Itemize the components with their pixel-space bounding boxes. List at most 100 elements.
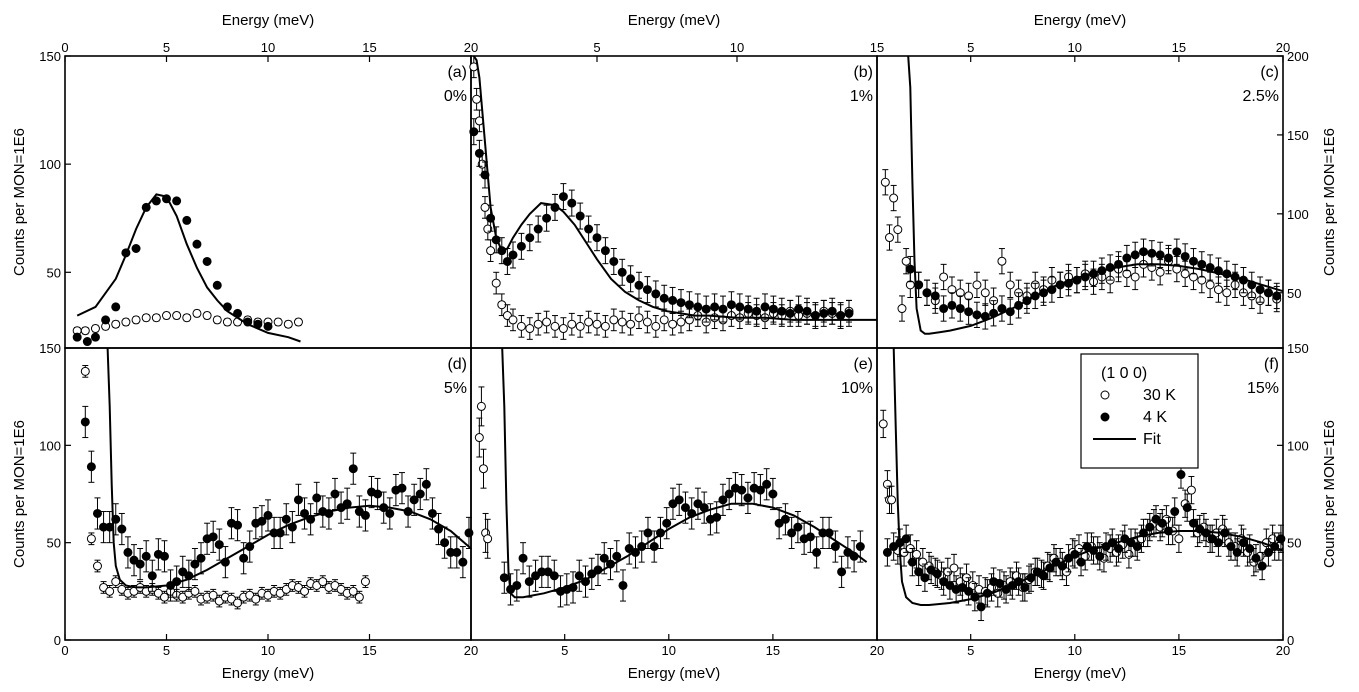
data-point-4k — [1163, 253, 1173, 263]
data-point-4k — [780, 514, 790, 524]
data-point-4k — [123, 547, 133, 557]
y-tick-label: 50 — [1287, 536, 1301, 551]
data-point-30k — [878, 419, 888, 429]
x-tick-label: 0 — [61, 40, 68, 55]
data-point-4k — [1095, 551, 1105, 561]
data-point-4k — [549, 571, 559, 581]
y-tick-label: 0 — [1287, 633, 1294, 648]
legend-label: 30 K — [1143, 387, 1176, 404]
data-point-4k — [1255, 285, 1265, 295]
x-tick-label: 10 — [1068, 40, 1082, 55]
fit-line — [472, 55, 877, 321]
data-point-4k — [499, 573, 509, 583]
data-point-4k — [812, 547, 822, 557]
data-point-30k — [980, 288, 990, 298]
data-point-30k — [190, 586, 200, 596]
data-point-4k — [844, 308, 854, 318]
data-point-4k — [907, 557, 917, 567]
doping-label: 15% — [1247, 380, 1279, 397]
y-tick-label: 50 — [1287, 286, 1301, 301]
data-point-4k — [643, 528, 653, 538]
data-point-30k — [90, 324, 100, 334]
x-tick-label: 10 — [261, 40, 275, 55]
x-tick-label: 15 — [766, 643, 780, 658]
data-point-30k — [491, 278, 501, 288]
data-point-30k — [212, 315, 222, 325]
data-point-4k — [373, 489, 383, 499]
data-point-30k — [880, 177, 890, 187]
x-tick-label: 5 — [967, 40, 974, 55]
data-point-4k — [914, 567, 924, 577]
panel-d: 0 5 10 15 20 150 100 50 0 Energy (meV) Counts per … — [11, 341, 478, 682]
data-point-30k — [483, 534, 493, 544]
data-point-4k — [542, 213, 552, 223]
x-tick-label: 20 — [464, 40, 478, 55]
data-point-4k — [452, 547, 462, 557]
x-tick-label: 5 — [163, 643, 170, 658]
panel-b: 5 10 15 Energy (meV) (b) 1% — [469, 12, 884, 349]
data-point-4k — [618, 580, 628, 590]
data-point-4k — [263, 321, 273, 331]
data-point-4k — [599, 553, 609, 563]
data-point-4k — [1180, 251, 1190, 261]
data-point-4k — [830, 542, 840, 552]
data-point-4k — [293, 495, 303, 505]
data-point-4k — [86, 462, 96, 472]
fit-line — [907, 55, 1284, 335]
data-point-30k — [1213, 285, 1223, 295]
data-point-4k — [1132, 542, 1142, 552]
data-point-30k — [182, 313, 192, 323]
data-point-4k — [718, 495, 728, 505]
data-point-4k — [575, 211, 585, 221]
data-point-4k — [415, 489, 425, 499]
x-tick-label: 15 — [362, 40, 376, 55]
y-axis-label: Counts per MON=1E6 — [11, 128, 28, 276]
data-point-4k — [684, 300, 694, 310]
data-point-4k — [512, 580, 522, 590]
fit-line — [501, 347, 868, 599]
data-point-4k — [214, 540, 224, 550]
panel-a: 0 5 10 15 20 150 100 50 Energy (meV) Counts per M… — [11, 12, 478, 349]
data-point-4k — [427, 508, 437, 518]
data-point-4k — [693, 302, 703, 312]
data-point-4k — [995, 579, 1005, 589]
data-point-30k — [508, 315, 518, 325]
data-point-4k — [360, 510, 370, 520]
data-point-4k — [202, 256, 212, 266]
data-point-30k — [222, 317, 232, 327]
data-point-4k — [718, 304, 728, 314]
y-tick-label: 150 — [39, 49, 61, 64]
data-point-4k — [920, 573, 930, 583]
data-point-4k — [1139, 247, 1149, 257]
data-point-30k — [939, 272, 949, 282]
x-tick-label: 10 — [730, 40, 744, 55]
data-point-4k — [533, 224, 543, 234]
data-point-4k — [182, 215, 192, 225]
data-point-30k — [192, 308, 202, 318]
data-point-30k — [121, 317, 131, 327]
data-point-4k — [755, 485, 765, 495]
data-point-30k — [901, 256, 911, 266]
data-point-30k — [1174, 534, 1184, 544]
data-point-30k — [141, 313, 151, 323]
data-point-4k — [469, 127, 479, 137]
data-point-30k — [525, 324, 535, 334]
data-point-4k — [1170, 507, 1180, 517]
x-tick-label: 20 — [870, 643, 884, 658]
data-point-4k — [743, 304, 753, 314]
data-point-30k — [105, 586, 115, 596]
data-point-30k — [486, 246, 496, 256]
x-tick-label: 10 — [1068, 643, 1082, 658]
x-tick-label: 15 — [1172, 643, 1186, 658]
data-point-4k — [668, 295, 678, 305]
x-tick-label: 5 — [561, 643, 568, 658]
data-point-30k — [92, 561, 102, 571]
data-point-30k — [884, 233, 894, 243]
data-point-4k — [802, 306, 812, 316]
data-point-4k — [1197, 259, 1207, 269]
data-point-30k — [516, 321, 526, 331]
data-point-4k — [257, 516, 267, 526]
data-point-4k — [793, 522, 803, 532]
data-point-30k — [676, 317, 686, 327]
